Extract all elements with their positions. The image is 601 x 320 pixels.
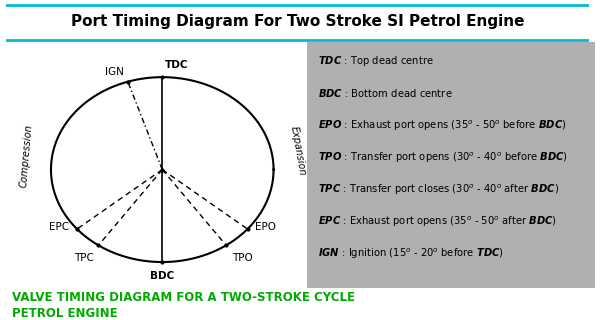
Text: Expansion: Expansion [288, 125, 307, 177]
Text: $\bfit{EPC}$ : Exhaust port opens (35$^o$ - 50$^o$ after $\bfit{BDC}$): $\bfit{EPC}$ : Exhaust port opens (35$^o… [318, 214, 557, 229]
Text: $\bfit{BDC}$ : Bottom dead centre: $\bfit{BDC}$ : Bottom dead centre [318, 87, 453, 99]
Text: Port Timing Diagram For Two Stroke SI Petrol Engine: Port Timing Diagram For Two Stroke SI Pe… [71, 14, 524, 29]
Text: $\bfit{TDC}$ : Top dead centre: $\bfit{TDC}$ : Top dead centre [318, 54, 434, 68]
Text: VALVE TIMING DIAGRAM FOR A TWO-STROKE CYCLE: VALVE TIMING DIAGRAM FOR A TWO-STROKE CY… [12, 291, 355, 304]
Text: $\bfit{IGN}$ : Ignition (15$^o$ - 20$^o$ before $\bfit{TDC}$): $\bfit{IGN}$ : Ignition (15$^o$ - 20$^o$… [318, 246, 504, 261]
Text: TDC: TDC [165, 60, 188, 70]
Text: $\bfit{EPO}$ : Exhaust port opens (35$^o$ - 50$^o$ before $\bfit{BDC}$): $\bfit{EPO}$ : Exhaust port opens (35$^o… [318, 118, 567, 132]
Text: TPO: TPO [231, 253, 252, 263]
Text: EPO: EPO [255, 222, 276, 232]
Text: EPC: EPC [49, 222, 69, 232]
Text: TPC: TPC [74, 253, 94, 263]
Text: BDC: BDC [150, 271, 174, 281]
Text: $\bfit{TPC}$ : Transfer port closes (30$^o$ - 40$^o$ after $\bfit{BDC}$): $\bfit{TPC}$ : Transfer port closes (30$… [318, 182, 559, 196]
Text: Compression: Compression [19, 124, 34, 188]
Text: IGN: IGN [105, 67, 123, 77]
Text: $\bfit{TPO}$ : Transfer port opens (30$^o$ - 40$^o$ before $\bfit{BDC}$): $\bfit{TPO}$ : Transfer port opens (30$^… [318, 150, 568, 164]
FancyBboxPatch shape [3, 5, 592, 40]
Text: PETROL ENGINE: PETROL ENGINE [12, 307, 118, 320]
